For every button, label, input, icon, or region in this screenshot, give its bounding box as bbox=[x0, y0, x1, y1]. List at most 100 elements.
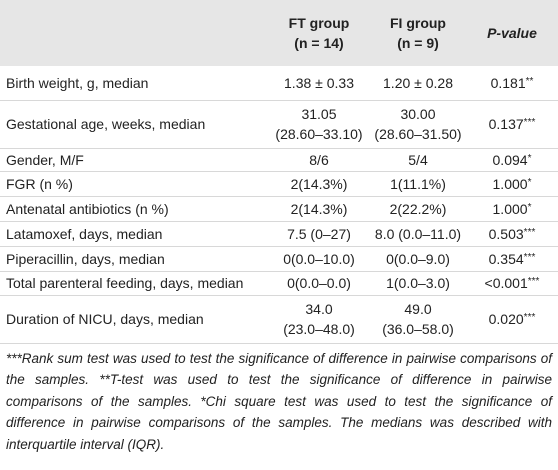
test-marker: *** bbox=[523, 117, 536, 128]
row-label: FGR (n %) bbox=[0, 171, 268, 197]
value-cell: 34.0 (23.0–48.0) bbox=[268, 295, 370, 344]
label-text: Total parenteral feeding, days, median bbox=[6, 275, 244, 291]
value-text: 31.05 bbox=[301, 106, 337, 122]
p-cell: 0.503*** bbox=[466, 221, 558, 247]
label-text: Piperacillin, days, median bbox=[6, 250, 165, 267]
p-value: 0.354 bbox=[488, 250, 524, 267]
value-text: (28.60–31.50) bbox=[374, 126, 462, 142]
header-blank bbox=[0, 0, 268, 66]
label-text: Birth weight, g, median bbox=[6, 74, 149, 91]
value-text: 0(0.0–0.0) bbox=[287, 275, 351, 291]
label-text: FGR (n %) bbox=[6, 175, 73, 192]
header-cell: FT group (n = 14) bbox=[268, 0, 370, 66]
p-cell: 0.137*** bbox=[466, 100, 558, 149]
p-value: 0.503 bbox=[488, 225, 524, 242]
p-cell: 0.020*** bbox=[466, 295, 558, 344]
row-label: Birth weight, g, median bbox=[0, 66, 268, 101]
value-cell: 2(14.3%) bbox=[268, 196, 370, 222]
test-marker: *** bbox=[523, 312, 536, 323]
p-value: 1.000 bbox=[492, 200, 528, 217]
header-text: P-value bbox=[487, 25, 537, 41]
value-cell: 8.0 (0.0–11.0) bbox=[370, 221, 466, 247]
test-marker: *** bbox=[523, 226, 536, 238]
table-row: Birth weight, g, median 1.38 ± 0.33 1.20 ±… bbox=[0, 66, 558, 101]
value-cell: 0(0.0–0.0) bbox=[268, 271, 370, 296]
p-cell: 0.094* bbox=[466, 148, 558, 172]
value-text: 2(14.3%) bbox=[290, 200, 348, 217]
test-marker: * bbox=[527, 201, 532, 213]
label-text: Gender, M/F bbox=[6, 151, 84, 168]
row-label: Piperacillin, days, median bbox=[0, 246, 268, 272]
header-text: (n = 14) bbox=[294, 35, 344, 51]
value-cell: 0(0.0–9.0) bbox=[370, 246, 466, 272]
header-text: FI group bbox=[390, 15, 446, 31]
row-label: Duration of NICU, days, median bbox=[0, 295, 268, 344]
p-cell: 0.181** bbox=[466, 66, 558, 101]
test-marker: ** bbox=[525, 75, 534, 87]
value-text: 1(11.1%) bbox=[390, 175, 446, 192]
test-marker: * bbox=[527, 152, 532, 164]
p-value: 0.181 bbox=[490, 74, 526, 91]
value-text: 2(22.2%) bbox=[389, 200, 447, 217]
value-cell: 5/4 bbox=[370, 148, 466, 172]
row-label: Gestational age, weeks, median bbox=[0, 100, 268, 149]
table-row: Antenatal antibiotics (n %) 2(14.3%) 2(22.… bbox=[0, 196, 558, 222]
value-cell: 2(14.3%) bbox=[268, 171, 370, 197]
header-cell: P-value bbox=[466, 0, 558, 66]
footnote: ***Rank sum test was used to test the si… bbox=[6, 350, 552, 452]
label-text: Latamoxef, days, median bbox=[6, 225, 163, 242]
page: FT group (n = 14) FI group (n = 9) P-value B… bbox=[0, 0, 558, 452]
value-cell: 0(0.0–10.0) bbox=[268, 246, 370, 272]
test-marker: * bbox=[527, 176, 532, 188]
value-cell: 49.0 (36.0–58.0) bbox=[370, 295, 466, 344]
header-cell: FI group (n = 9) bbox=[370, 0, 466, 66]
value-cell: 1(0.0–3.0) bbox=[370, 271, 466, 296]
value-cell: 31.05 (28.60–33.10) bbox=[268, 100, 370, 149]
p-value: <0.001 bbox=[484, 275, 528, 291]
value-text: 1(0.0–3.0) bbox=[386, 275, 450, 291]
label-text: Gestational age, weeks, median bbox=[6, 116, 206, 132]
value-text: 7.5 (0–27) bbox=[287, 225, 351, 242]
value-text: (28.60–33.10) bbox=[275, 126, 363, 142]
value-cell: 1.38 ± 0.33 bbox=[268, 66, 370, 101]
table-row: Duration of NICU, days, median 34.0 (23.0–… bbox=[0, 295, 558, 344]
table-row: Gestational age, weeks, median 31.05 (28.6… bbox=[0, 100, 558, 149]
table-row: Latamoxef, days, median 7.5 (0–27) 8.0 (0.… bbox=[0, 221, 558, 247]
value-text: 8.0 (0.0–11.0) bbox=[374, 225, 462, 242]
label-text: Antenatal antibiotics (n %) bbox=[6, 200, 169, 217]
table-row: Gender, M/F 8/6 5/4 0.094* bbox=[0, 148, 558, 172]
p-value: 0.094 bbox=[492, 151, 528, 168]
row-label: Gender, M/F bbox=[0, 148, 268, 172]
header-text: FT group bbox=[288, 15, 350, 31]
label-text: Duration of NICU, days, median bbox=[6, 311, 204, 327]
table-row: Piperacillin, days, median 0(0.0–10.0) 0(0… bbox=[0, 246, 558, 272]
value-text: 49.0 bbox=[404, 301, 432, 317]
p-cell: 1.000* bbox=[466, 171, 558, 197]
value-text: 1.20 ± 0.28 bbox=[383, 74, 453, 91]
p-value: 1.000 bbox=[492, 175, 528, 192]
value-text: 0(0.0–10.0) bbox=[283, 250, 355, 267]
p-cell: 0.354*** bbox=[466, 246, 558, 272]
value-text: 5/4 bbox=[408, 151, 428, 168]
value-text: 8/6 bbox=[309, 151, 329, 168]
p-value: 0.020 bbox=[488, 311, 524, 327]
value-cell: 30.00 (28.60–31.50) bbox=[370, 100, 466, 149]
value-text: 30.00 bbox=[400, 106, 436, 122]
table: FT group (n = 14) FI group (n = 9) P-value B… bbox=[0, 0, 558, 344]
p-value: 0.137 bbox=[488, 116, 524, 132]
p-cell: <0.001*** bbox=[466, 271, 558, 296]
value-cell: 1(11.1%) bbox=[370, 171, 466, 197]
test-marker: *** bbox=[523, 251, 536, 263]
row-label: Total parenteral feeding, days, median bbox=[0, 271, 268, 296]
value-text: 34.0 bbox=[305, 301, 333, 317]
row-label: Antenatal antibiotics (n %) bbox=[0, 196, 268, 222]
value-text: 1.38 ± 0.33 bbox=[284, 74, 354, 91]
value-cell: 8/6 bbox=[268, 148, 370, 172]
row-label: Latamoxef, days, median bbox=[0, 221, 268, 247]
table-body: Birth weight, g, median 1.38 ± 0.33 1.20 ±… bbox=[0, 66, 558, 344]
value-cell: 1.20 ± 0.28 bbox=[370, 66, 466, 101]
table-row: Total parenteral feeding, days, median 0(… bbox=[0, 271, 558, 296]
value-text: 2(14.3%) bbox=[290, 175, 348, 192]
header-text: (n = 9) bbox=[397, 35, 439, 51]
test-marker: *** bbox=[527, 276, 540, 287]
